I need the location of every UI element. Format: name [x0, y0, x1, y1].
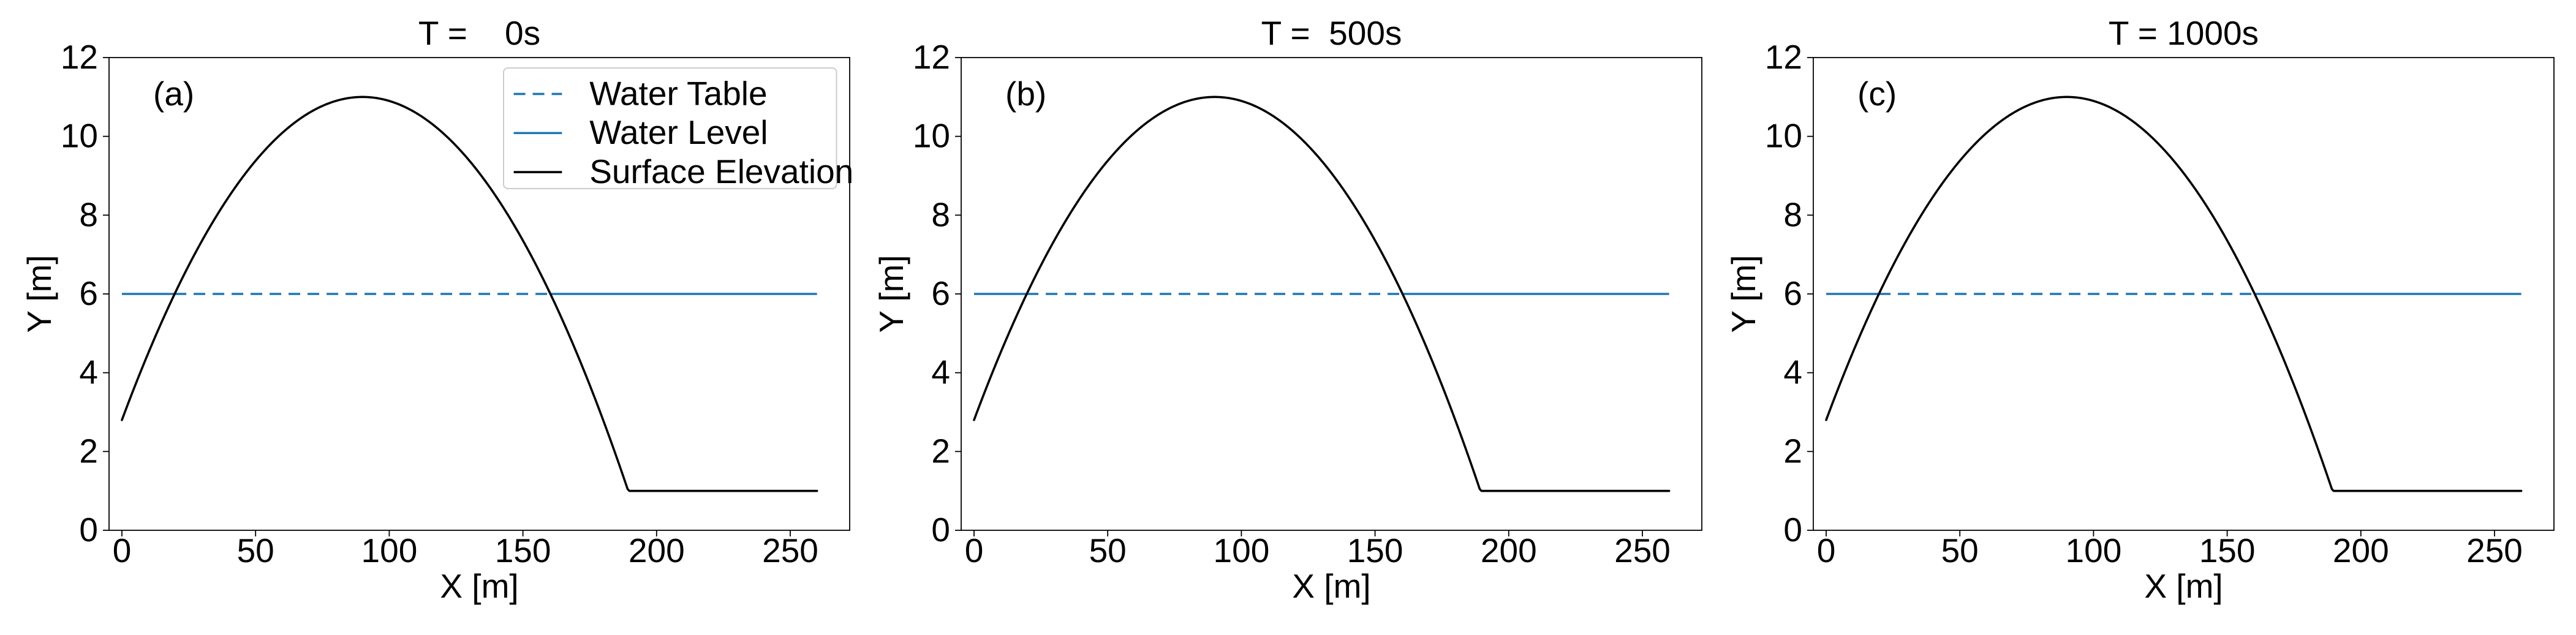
svg-text:250: 250 — [1614, 532, 1671, 569]
svg-text:(b): (b) — [1005, 75, 1046, 113]
svg-text:200: 200 — [1481, 532, 1537, 569]
svg-text:(c): (c) — [1857, 75, 1897, 113]
svg-text:150: 150 — [1347, 532, 1403, 569]
svg-text:Y [m]: Y [m] — [872, 255, 910, 333]
svg-text:250: 250 — [2466, 532, 2523, 569]
svg-text:8: 8 — [931, 195, 950, 233]
svg-text:2: 2 — [1783, 432, 1802, 470]
svg-text:2: 2 — [79, 432, 98, 470]
svg-text:100: 100 — [361, 532, 418, 569]
svg-text:6: 6 — [79, 274, 98, 312]
svg-text:150: 150 — [2199, 532, 2256, 569]
svg-text:0: 0 — [1817, 532, 1836, 569]
svg-text:8: 8 — [1783, 195, 1802, 233]
svg-text:(a): (a) — [153, 75, 194, 113]
svg-text:12: 12 — [1765, 38, 1802, 76]
svg-text:0: 0 — [79, 511, 98, 549]
svg-text:0: 0 — [931, 511, 950, 549]
svg-text:50: 50 — [1941, 532, 1979, 569]
svg-text:4: 4 — [931, 353, 950, 391]
svg-text:T = 0s: T = 0s — [418, 14, 540, 52]
svg-text:Water Level: Water Level — [589, 113, 768, 151]
svg-text:Y [m]: Y [m] — [1724, 255, 1762, 333]
svg-text:200: 200 — [2333, 532, 2389, 569]
svg-text:6: 6 — [931, 274, 950, 312]
svg-text:X [m]: X [m] — [440, 567, 518, 605]
svg-text:4: 4 — [1783, 353, 1802, 391]
svg-text:200: 200 — [629, 532, 685, 569]
svg-text:0: 0 — [965, 532, 984, 569]
svg-text:8: 8 — [79, 195, 98, 233]
svg-text:2: 2 — [931, 432, 950, 470]
svg-text:6: 6 — [1783, 274, 1802, 312]
svg-text:12: 12 — [61, 38, 98, 76]
svg-text:10: 10 — [913, 117, 950, 155]
svg-text:10: 10 — [61, 117, 98, 155]
svg-text:X [m]: X [m] — [2144, 567, 2223, 605]
svg-text:250: 250 — [762, 532, 818, 569]
svg-text:0: 0 — [1783, 511, 1802, 549]
svg-text:150: 150 — [495, 532, 551, 569]
svg-text:Water Table: Water Table — [589, 74, 767, 112]
svg-text:50: 50 — [237, 532, 274, 569]
svg-text:50: 50 — [1089, 532, 1127, 569]
svg-text:X [m]: X [m] — [1292, 567, 1370, 605]
svg-text:10: 10 — [1765, 117, 1802, 155]
svg-text:4: 4 — [79, 353, 98, 391]
svg-text:100: 100 — [1214, 532, 1270, 569]
svg-text:12: 12 — [913, 38, 950, 76]
svg-text:100: 100 — [2066, 532, 2122, 569]
svg-text:Y [m]: Y [m] — [20, 255, 58, 333]
svg-text:T = 1000s: T = 1000s — [2109, 14, 2259, 52]
svg-text:0: 0 — [113, 532, 132, 569]
svg-text:T = 500s: T = 500s — [1261, 14, 1402, 52]
svg-text:Surface Elevation: Surface Elevation — [589, 152, 853, 190]
